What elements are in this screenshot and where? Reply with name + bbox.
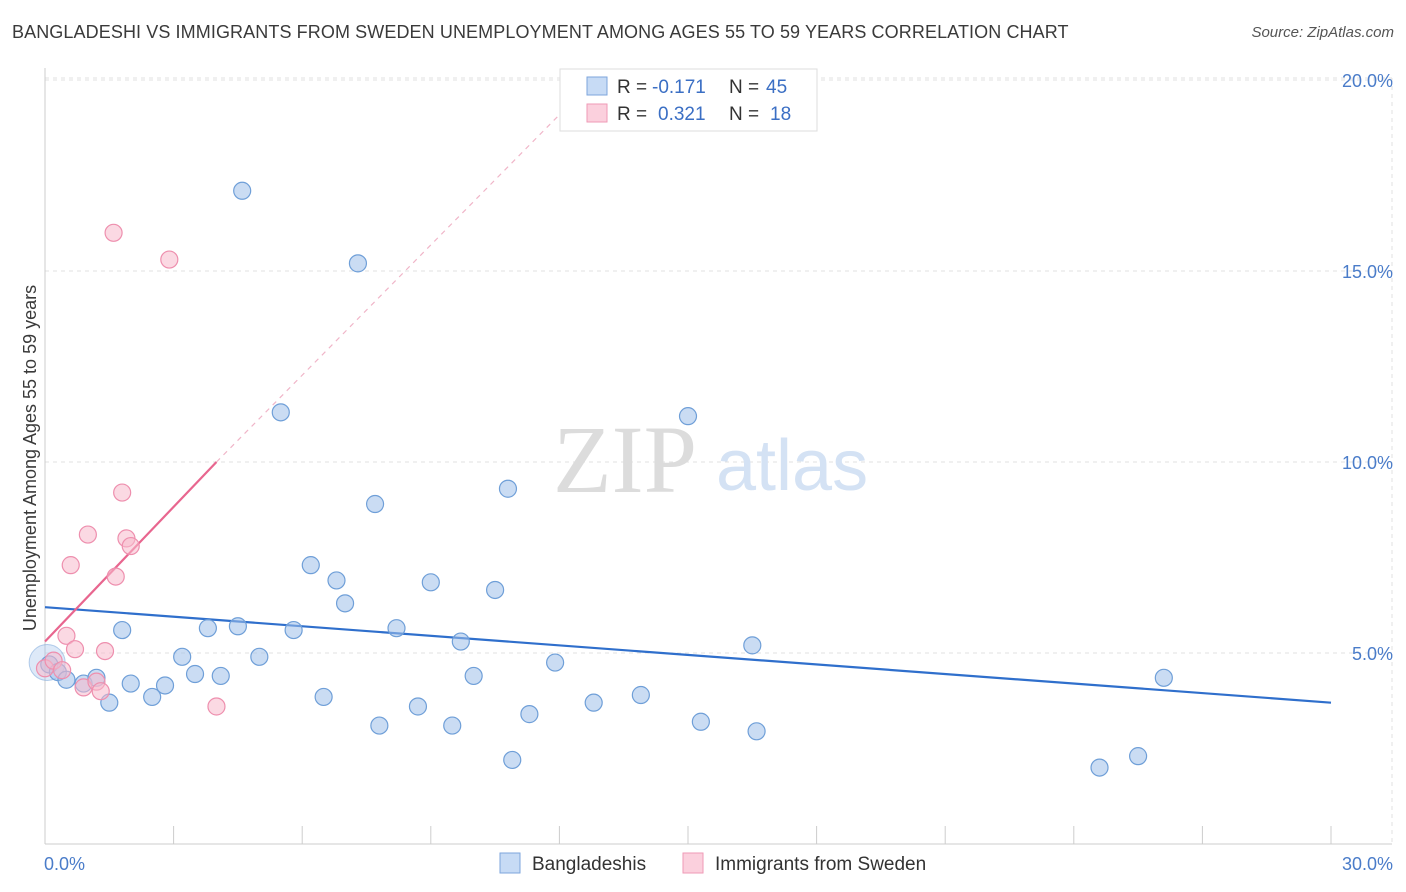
point-bangladeshis <box>421 573 440 592</box>
point-bangladeshis <box>691 712 710 731</box>
point-sweden <box>53 661 72 680</box>
point-bangladeshis <box>233 181 252 200</box>
legend-n-value-0: 45 <box>766 77 787 98</box>
point-bangladeshis <box>284 620 303 640</box>
point-bangladeshis <box>121 674 140 693</box>
trend-extension-1 <box>216 79 595 463</box>
point-bangladeshis <box>387 619 406 638</box>
y-tick-label: 20.0% <box>1342 71 1393 91</box>
point-bangladeshis <box>747 722 766 741</box>
data-points <box>28 181 1173 777</box>
trend-lines <box>44 79 1332 704</box>
legend-n-value-1: 18 <box>770 104 791 125</box>
point-bangladeshis <box>314 687 333 707</box>
point-bangladeshis <box>1128 747 1148 766</box>
point-bangladeshis <box>198 619 217 638</box>
legend-swatch-sweden <box>586 103 608 123</box>
point-bangladeshis <box>370 716 389 735</box>
y-tick-label: 10.0% <box>1342 453 1393 473</box>
legend-r-value-1: 0.321 <box>658 104 706 125</box>
point-bangladeshis <box>1090 758 1109 777</box>
series-legend-swatch-bangladeshis <box>499 852 521 874</box>
point-bangladeshis <box>113 620 132 640</box>
point-bangladeshis <box>335 594 355 613</box>
point-bangladeshis <box>498 479 518 498</box>
point-bangladeshis <box>584 693 603 712</box>
legend-swatch-bangladeshis <box>586 76 608 96</box>
point-bangladeshis <box>678 407 698 426</box>
point-sweden <box>91 682 110 701</box>
y-tick-label: 15.0% <box>1342 262 1393 282</box>
watermark-atlas: atlas <box>716 426 868 506</box>
y-tick-label: 5.0% <box>1352 644 1393 664</box>
y-axis-label: Unemployment Among Ages 55 to 59 years <box>20 285 40 631</box>
point-bangladeshis <box>211 666 230 686</box>
point-bangladeshis <box>173 647 192 666</box>
point-bangladeshis <box>408 697 428 716</box>
series-legend-label-bangladeshis: Bangladeshis <box>532 854 646 875</box>
point-bangladeshis <box>546 653 565 672</box>
correlation-legend: R = -0.171 N = 45 R = 0.321 N = 18 <box>559 68 818 132</box>
point-bangladeshis <box>1154 668 1173 687</box>
legend-r-label-0: R = <box>617 77 647 98</box>
chart-title: BANGLADESHI VS IMMIGRANTS FROM SWEDEN UN… <box>12 22 1069 42</box>
point-bangladeshis <box>443 716 462 735</box>
point-bangladeshis <box>631 685 650 705</box>
point-sweden <box>95 641 115 661</box>
x-tick-label: 30.0% <box>1342 854 1393 874</box>
point-bangladeshis <box>155 676 175 695</box>
point-bangladeshis <box>365 494 385 514</box>
point-sweden <box>160 250 179 269</box>
watermark-zip: ZIP <box>553 406 697 513</box>
point-sweden <box>61 556 80 575</box>
legend-r-label-1: R = <box>617 104 647 125</box>
point-bangladeshis <box>250 647 269 666</box>
series-legend: Bangladeshis Immigrants from Sweden <box>499 852 926 875</box>
x-tick-label: 0.0% <box>44 854 85 874</box>
point-bangladeshis <box>348 254 368 273</box>
series-legend-label-sweden: Immigrants from Sweden <box>715 854 926 875</box>
point-sweden <box>65 640 85 659</box>
point-sweden <box>207 697 226 716</box>
point-sweden <box>121 536 140 556</box>
point-sweden <box>78 525 97 544</box>
point-sweden <box>106 567 125 586</box>
legend-n-label-1: N = <box>729 104 759 125</box>
legend-n-label-0: N = <box>729 77 759 98</box>
point-bangladeshis <box>743 636 762 655</box>
point-bangladeshis <box>228 617 247 636</box>
point-bangladeshis <box>327 571 346 590</box>
point-sweden <box>113 483 132 502</box>
y-tick-labels: 5.0% 10.0% 15.0% 20.0% <box>1342 71 1393 664</box>
point-sweden <box>104 223 123 242</box>
axes <box>44 68 1392 845</box>
x-tick-labels: 0.0% 30.0% <box>44 854 1393 874</box>
point-bangladeshis <box>143 687 162 707</box>
point-sweden <box>57 626 76 645</box>
point-bangladeshis <box>301 556 320 575</box>
trend-line-0 <box>44 606 1332 704</box>
source-label: Source: ZipAtlas.com <box>1251 24 1394 41</box>
series-legend-swatch-sweden <box>682 852 704 874</box>
point-bangladeshis <box>486 580 505 600</box>
point-bangladeshis <box>451 632 470 651</box>
point-bangladeshis <box>503 750 522 770</box>
legend-r-value-0: -0.171 <box>652 77 706 98</box>
point-bangladeshis <box>464 666 483 686</box>
point-bangladeshis <box>520 705 539 724</box>
point-bangladeshis <box>271 403 290 422</box>
point-bangladeshis <box>185 664 205 684</box>
